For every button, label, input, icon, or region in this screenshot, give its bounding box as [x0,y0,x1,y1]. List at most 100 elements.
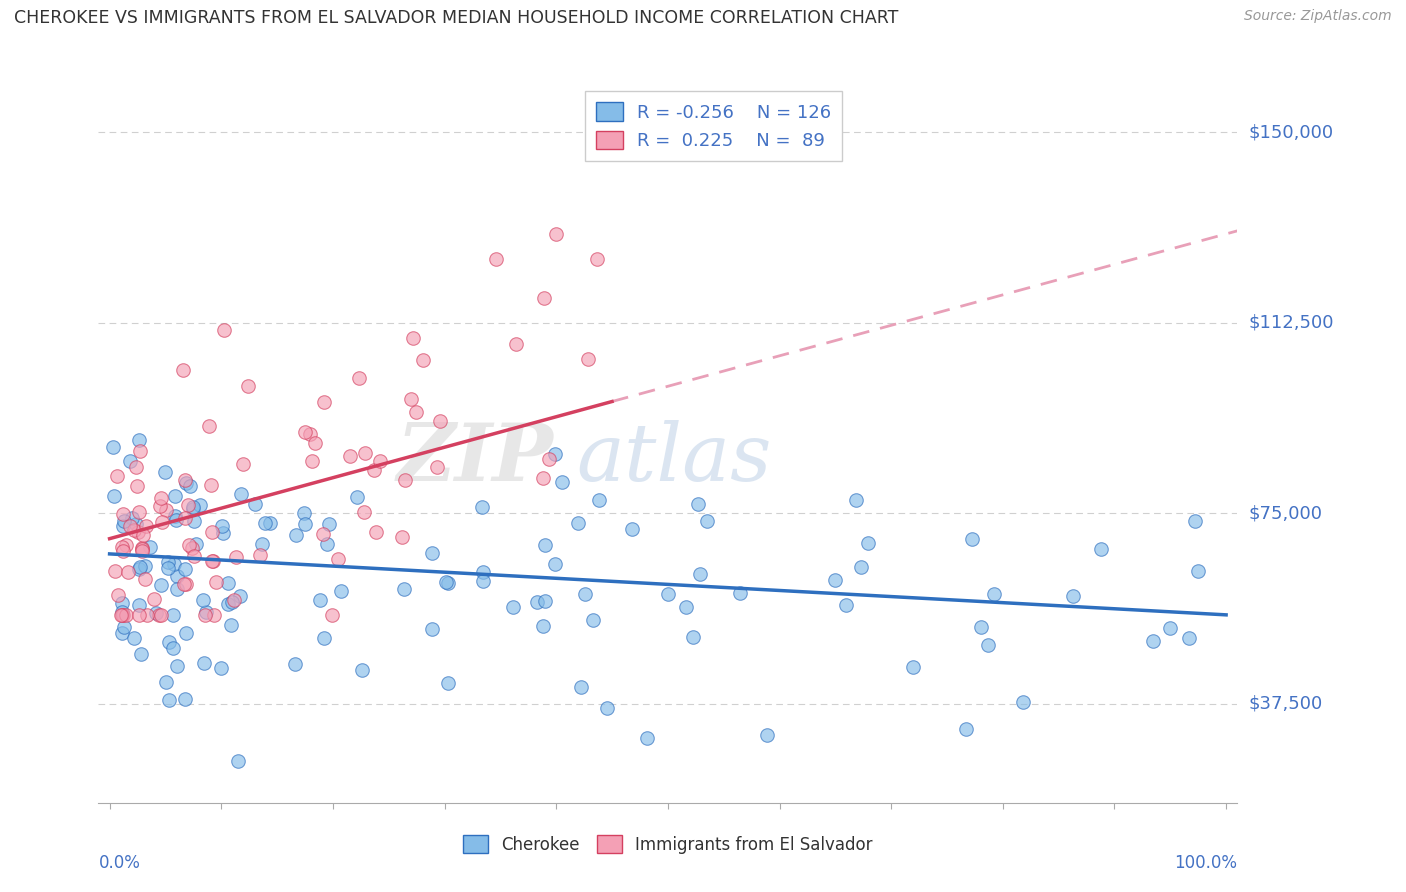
Point [209,661,232,675]
Point [366,525,388,540]
Point [129,560,152,574]
Point [166,658,188,673]
Point [103,489,125,503]
Point [128,599,150,613]
Point [437,676,460,690]
Point [485,252,508,267]
Point [173,577,195,591]
Point [538,452,561,467]
Point [582,613,605,627]
Point [236,379,259,393]
Point [399,392,422,406]
Point [122,631,145,645]
Point [181,500,204,514]
Point [339,449,361,463]
Point [412,353,434,368]
Point [139,540,162,554]
Point [201,554,224,568]
Point [111,540,134,554]
Point [191,593,214,607]
Point [128,504,150,518]
Point [429,415,451,429]
Point [675,600,697,615]
Text: atlas: atlas [576,420,772,498]
Point [254,516,277,530]
Point [163,557,186,571]
Point [162,608,184,623]
Point [576,351,599,366]
Point [229,487,252,501]
Point [150,515,173,529]
Point [122,523,145,537]
Point [174,510,197,524]
Point [145,606,167,620]
Point [569,680,592,694]
Point [150,578,173,592]
Text: CHEROKEE VS IMMIGRANTS FROM EL SALVADOR MEDIAN HOUSEHOLD INCOME CORRELATION CHAR: CHEROKEE VS IMMIGRANTS FROM EL SALVADOR … [14,9,898,27]
Point [117,565,139,579]
Point [194,607,217,622]
Point [184,537,207,551]
Point [1184,514,1206,528]
Point [174,473,197,487]
Point [346,490,368,504]
Point [353,505,375,519]
Point [845,493,868,508]
Point [249,549,271,563]
Text: $150,000: $150,000 [1249,123,1333,141]
Point [824,573,846,587]
Point [1142,634,1164,648]
Point [193,656,215,670]
Point [128,607,150,622]
Point [425,459,447,474]
Text: 0.0%: 0.0% [98,854,141,872]
Point [181,501,204,516]
Point [118,453,141,467]
Point [1187,564,1209,578]
Point [107,588,129,602]
Point [111,607,134,622]
Point [301,454,323,468]
Text: ZIP: ZIP [396,420,554,498]
Point [134,558,156,573]
Point [129,647,152,661]
Point [682,630,704,644]
Point [118,518,141,533]
Point [574,587,596,601]
Point [420,623,443,637]
Point [101,440,124,454]
Point [636,731,658,746]
Point [1062,590,1084,604]
Point [314,631,336,645]
Point [183,549,205,564]
Point [162,640,184,655]
Point [111,596,134,610]
Point [330,584,353,599]
Point [471,574,494,588]
Point [551,475,574,489]
Point [259,516,281,530]
Point [114,514,136,528]
Point [132,528,155,542]
Point [179,479,201,493]
Point [533,291,555,305]
Point [226,755,249,769]
Point [232,457,254,471]
Point [148,607,170,622]
Point [394,473,416,487]
Point [149,607,172,622]
Point [221,617,243,632]
Point [960,532,983,546]
Point [392,582,415,596]
Point [502,599,524,614]
Point [347,371,370,385]
Point [157,561,180,575]
Point [128,562,150,576]
Point [420,546,443,560]
Point [211,518,233,533]
Point [110,607,132,622]
Point [121,510,143,524]
Point [391,530,413,544]
Point [657,587,679,601]
Point [135,519,157,533]
